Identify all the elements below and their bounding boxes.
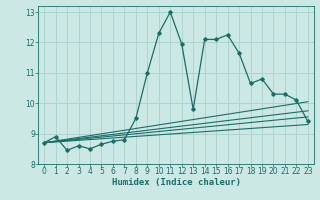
X-axis label: Humidex (Indice chaleur): Humidex (Indice chaleur) [111,178,241,187]
